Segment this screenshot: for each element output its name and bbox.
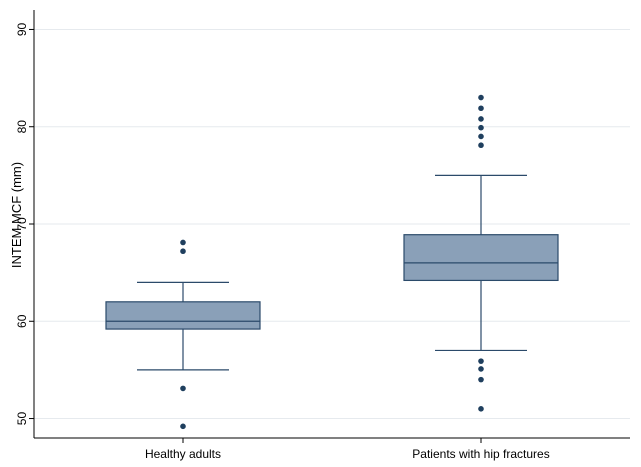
- outlier-point: [180, 248, 186, 255]
- y-axis-ticks: 50 60 70 80 90: [15, 22, 34, 425]
- outlier-point: [478, 358, 484, 364]
- box-group: [105, 239, 261, 430]
- grid-lines: [34, 28, 630, 420]
- outlier-point: [478, 142, 484, 149]
- iqr-box: [403, 234, 559, 282]
- y-tick-label: 70: [15, 217, 29, 231]
- box-plots: [105, 94, 559, 430]
- outlier-point: [478, 366, 484, 372]
- outlier-point: [478, 124, 484, 131]
- outlier-point: [478, 116, 484, 122]
- y-tick-label: 80: [15, 120, 29, 134]
- x-tick-label: Healthy adults: [145, 447, 221, 461]
- y-tick-label: 90: [15, 22, 29, 36]
- x-tick-label: Patients with hip fractures: [412, 447, 549, 461]
- box-group: [403, 94, 559, 412]
- x-axis-ticks: Healthy adults Patients with hip fracture…: [145, 438, 550, 461]
- iqr-box: [105, 301, 261, 330]
- outlier-point: [478, 406, 484, 412]
- y-tick-label: 60: [15, 314, 29, 328]
- outlier-point: [478, 94, 484, 101]
- outlier-point: [180, 239, 186, 246]
- outlier-point: [478, 376, 484, 383]
- y-tick-label: 50: [15, 412, 29, 426]
- outlier-point: [180, 385, 186, 392]
- outlier-point: [478, 133, 484, 140]
- outlier-point: [478, 105, 484, 112]
- outlier-point: [180, 423, 186, 430]
- y-axis-title: INTEM MCF (mm): [9, 162, 24, 268]
